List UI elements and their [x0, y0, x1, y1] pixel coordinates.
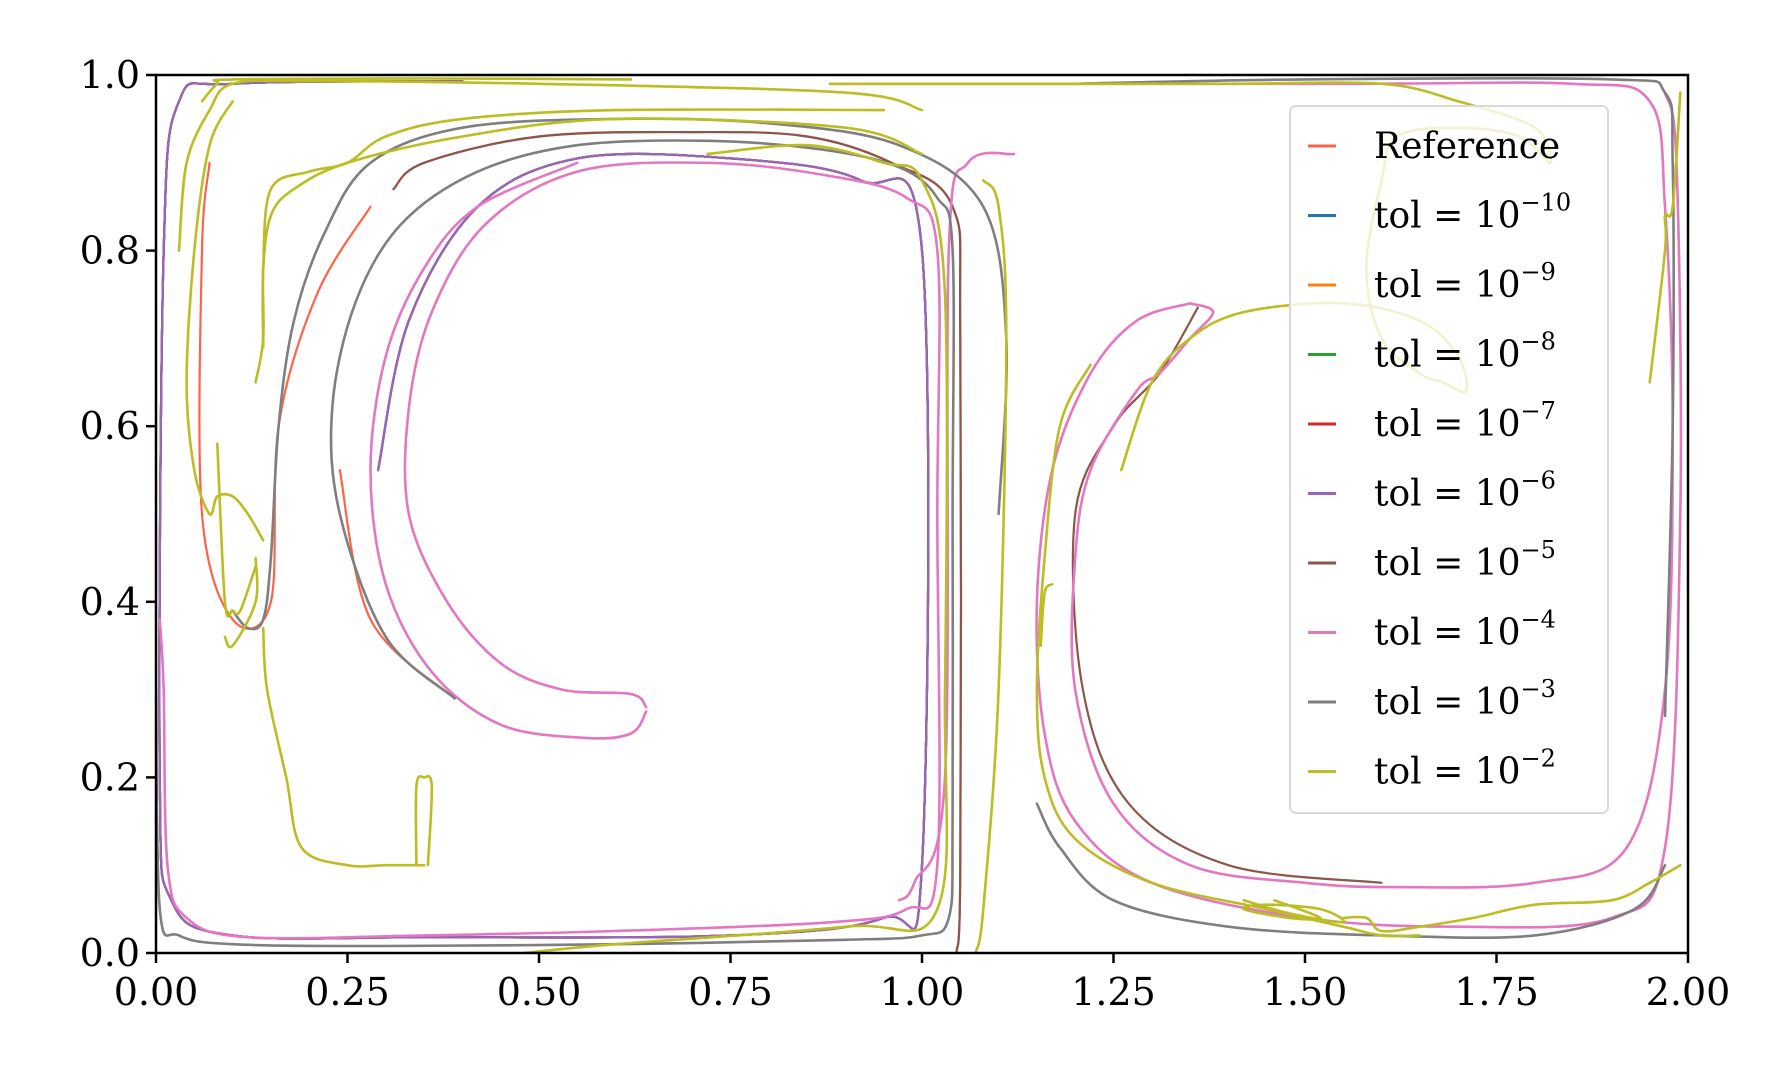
x-tick-label-3: 0.75 — [688, 970, 773, 1014]
legend-exponent-2: −9 — [1521, 258, 1556, 286]
y-tick-label-1: 0.2 — [80, 755, 140, 799]
legend-exponent-7: −4 — [1521, 606, 1556, 634]
series-9-curve-6 — [223, 556, 259, 649]
series-9-curve-10 — [974, 179, 1008, 953]
y-tick-label-3: 0.6 — [80, 404, 140, 448]
series-8-curve-0 — [156, 139, 956, 948]
series-9-curve-8 — [261, 108, 885, 349]
series-6-curve-1 — [1071, 306, 1383, 884]
series-7-curve-0 — [158, 161, 941, 940]
series-7-curve-2 — [828, 81, 1674, 889]
series-9-curve-14 — [1241, 899, 1346, 924]
series-9-curve-7 — [414, 774, 434, 867]
legend-exponent-3: −8 — [1521, 328, 1556, 356]
series-9-curve-11 — [1035, 363, 1422, 938]
legend-box — [1289, 105, 1609, 814]
y-axis: 0.0 0.2 0.4 0.6 0.8 1.0 — [80, 53, 156, 975]
legend-exponent-4: −7 — [1521, 397, 1556, 425]
legend-label-1: tol = 10−10 — [1374, 189, 1571, 237]
series-8-curve-1 — [231, 117, 1009, 631]
y-tick-label-5: 1.0 — [80, 53, 140, 97]
legend-exponent-8: −3 — [1521, 675, 1556, 703]
series-8-curve-2 — [1073, 76, 1675, 718]
series-9-curve-16 — [1648, 91, 1682, 384]
series-9-curve-9 — [522, 143, 949, 953]
series-9-curve-0 — [200, 77, 633, 103]
legend-label-0: Reference — [1374, 126, 1560, 167]
x-tick-label-2: 0.50 — [497, 970, 582, 1014]
x-axis: 0.00 0.25 0.50 0.75 1.00 1.25 1.50 1.75 2.00 — [114, 953, 1731, 1014]
legend-exponent-1: −10 — [1521, 189, 1572, 217]
x-tick-label-5: 1.25 — [1071, 970, 1156, 1014]
legend-exponent-6: −5 — [1521, 536, 1556, 564]
series-9-curve-5 — [261, 626, 426, 868]
legend-exponent-9: −2 — [1521, 745, 1556, 773]
x-tick-label-7: 1.75 — [1454, 970, 1539, 1014]
y-tick-label-0: 0.0 — [80, 931, 140, 975]
x-tick-label-0: 0.00 — [114, 970, 199, 1014]
y-tick-label-2: 0.4 — [80, 580, 140, 624]
series-8-curve-3 — [1035, 802, 1667, 940]
x-tick-label-8: 2.00 — [1646, 970, 1731, 1014]
plot-area — [156, 76, 1683, 953]
series-9-curve-4 — [216, 442, 257, 618]
series-9-curve-1 — [177, 79, 924, 252]
series-7-curve-1 — [369, 161, 648, 740]
series-9-curve-3 — [185, 100, 265, 542]
legend-exponent-5: −6 — [1521, 467, 1556, 495]
x-tick-label-6: 1.50 — [1263, 970, 1348, 1014]
series-9-curve-12 — [1039, 582, 1054, 647]
x-tick-label-1: 0.25 — [305, 970, 390, 1014]
x-tick-label-4: 1.00 — [880, 970, 965, 1014]
series-9-curve-15 — [1342, 863, 1682, 933]
y-tick-label-4: 0.8 — [80, 229, 140, 273]
